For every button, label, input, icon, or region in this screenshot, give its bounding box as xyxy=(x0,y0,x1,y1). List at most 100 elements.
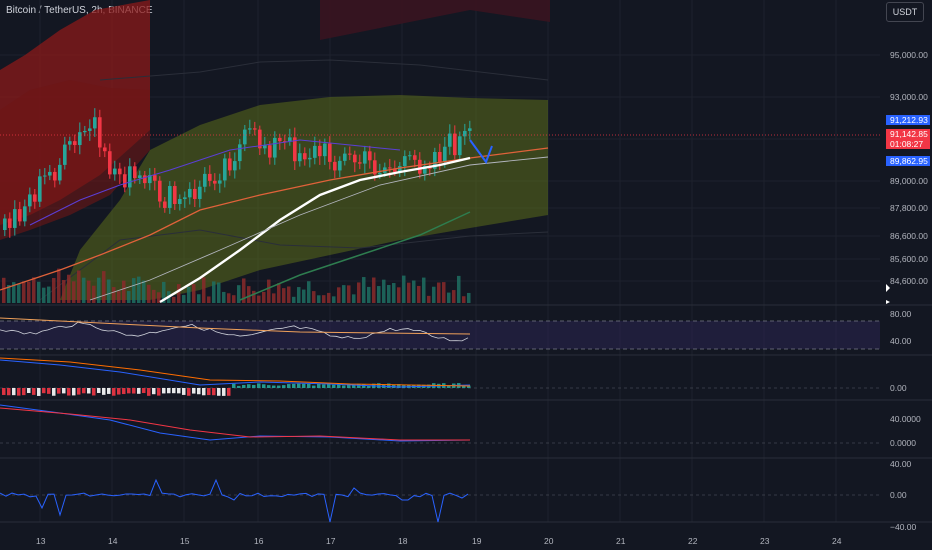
volume-bar xyxy=(137,276,141,303)
keltner-band-fill xyxy=(60,95,548,300)
volume-bar xyxy=(177,284,181,303)
candle-body xyxy=(303,153,307,160)
candle-body xyxy=(223,158,227,181)
volume-bar xyxy=(12,282,16,303)
macd-histogram-bar xyxy=(262,384,266,388)
candle-body xyxy=(408,155,412,157)
macd-histogram-bar xyxy=(62,388,66,394)
volume-bar xyxy=(297,287,301,303)
candle-body xyxy=(313,145,317,158)
macd-histogram-bar xyxy=(357,383,361,388)
volume-bar xyxy=(127,291,131,303)
macd-histogram-bar xyxy=(322,384,326,388)
candle-body xyxy=(18,209,22,222)
macd-histogram-bar xyxy=(92,388,96,396)
volume-bar xyxy=(62,280,66,303)
price-tick: 95,000.00 xyxy=(890,50,928,60)
macd-histogram-bar xyxy=(2,388,6,395)
adx-blue xyxy=(0,404,471,442)
macd-histogram-bar xyxy=(67,388,71,396)
candle-body xyxy=(438,151,442,162)
candle-body xyxy=(218,180,222,184)
volume-bar xyxy=(7,284,11,303)
volume-bar xyxy=(57,268,61,303)
candle-body xyxy=(238,144,242,162)
price-tick: 84,600.00 xyxy=(890,276,928,286)
candle-body xyxy=(3,218,7,230)
macd-histogram-bar xyxy=(312,385,316,388)
volume-bar xyxy=(457,275,461,303)
volume-bar xyxy=(252,290,256,303)
volume-bar xyxy=(97,277,101,303)
volume-bar xyxy=(172,296,176,303)
currency-button[interactable]: USDT xyxy=(886,2,924,22)
candle-body xyxy=(73,141,77,146)
candle-body xyxy=(28,194,32,207)
candle-body xyxy=(148,175,152,184)
volume-bar xyxy=(222,291,226,303)
candle-body xyxy=(38,176,42,202)
volume-bar xyxy=(132,278,136,303)
volume-bar xyxy=(397,287,401,303)
candle-body xyxy=(33,194,37,202)
candle-body xyxy=(323,143,327,157)
chart-title: Bitcoin / TetherUS, 2h, BINANCE xyxy=(6,5,153,16)
macd-histogram-bar xyxy=(112,388,116,396)
volume-bar xyxy=(162,281,166,303)
volume-bar xyxy=(37,281,41,303)
volume-bar xyxy=(452,290,456,303)
price-tick: 93,000.00 xyxy=(890,92,928,102)
candle-body xyxy=(423,166,427,174)
volume-bar xyxy=(147,284,151,303)
macd-histogram-bar xyxy=(82,388,86,394)
osc-line xyxy=(0,478,469,523)
candle-body xyxy=(288,137,292,142)
volume-bar xyxy=(402,275,406,303)
candle-body xyxy=(113,168,117,175)
candle-body xyxy=(353,154,357,163)
macd-histogram-bar xyxy=(102,388,106,395)
candle-body xyxy=(273,137,277,158)
candle-body xyxy=(258,129,262,149)
macd-histogram-bar xyxy=(297,383,301,388)
volume-bar xyxy=(202,277,206,303)
volume-bar xyxy=(242,278,246,303)
volume-bar xyxy=(77,270,81,303)
pane-tick: 0.00 xyxy=(890,383,907,393)
candle-body xyxy=(443,146,447,162)
macd-histogram-bar xyxy=(287,384,291,388)
pane-tick: 40.0000 xyxy=(890,414,921,424)
volume-bar xyxy=(302,289,306,303)
candle-body xyxy=(198,186,202,199)
pane-tick: −40.00 xyxy=(890,522,917,532)
volume-bar xyxy=(107,279,111,303)
macd-histogram-bar xyxy=(12,388,16,396)
price-tag: 01:08:27 xyxy=(886,139,930,149)
volume-bar xyxy=(187,286,191,303)
candle-body xyxy=(463,130,467,137)
price-tag-bg xyxy=(886,156,930,166)
macd-histogram-bar xyxy=(52,388,56,396)
volume-bar xyxy=(82,277,86,303)
volume-bar xyxy=(292,296,296,303)
time-label: 23 xyxy=(760,536,770,546)
macd-histogram-bar xyxy=(227,388,231,396)
macd-histogram-bar xyxy=(27,388,31,394)
price-tick: 86,600.00 xyxy=(890,231,928,241)
macd-histogram-bar xyxy=(107,388,111,394)
macd-histogram-bar xyxy=(22,388,26,396)
candle-body xyxy=(418,159,422,174)
volume-bar xyxy=(72,281,76,303)
macd-histogram-bar xyxy=(267,385,271,388)
candle-body xyxy=(413,155,417,160)
volume-bar xyxy=(152,289,156,303)
macd-histogram-bar xyxy=(132,388,136,394)
price-tag-label: 91,142.85 xyxy=(890,129,928,139)
price-tag-bg xyxy=(886,129,930,139)
candle-body xyxy=(158,180,162,202)
candle-body xyxy=(83,130,87,133)
candle-body xyxy=(403,156,407,167)
volume-bar xyxy=(27,281,31,303)
macd-histogram-bar xyxy=(397,384,401,388)
